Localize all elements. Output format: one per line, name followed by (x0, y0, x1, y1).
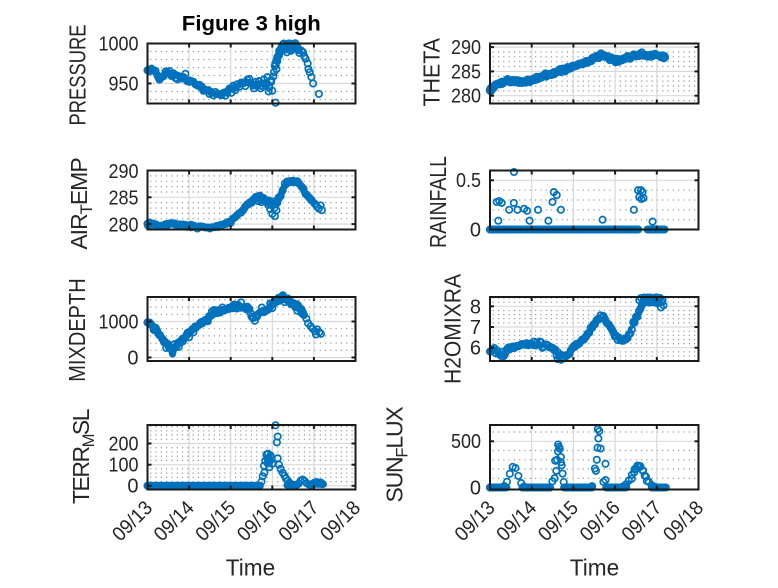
svg-text:200: 200 (109, 433, 139, 455)
svg-text:Time: Time (570, 555, 619, 581)
svg-text:1000: 1000 (99, 33, 139, 55)
svg-text:0: 0 (127, 347, 138, 369)
svg-text:500: 500 (451, 431, 481, 453)
svg-text:950: 950 (109, 73, 139, 95)
svg-text:6: 6 (470, 338, 481, 360)
svg-text:PRESSURE: PRESSURE (65, 25, 91, 126)
svg-text:THETA: THETA (419, 37, 445, 106)
svg-text:Time: Time (226, 555, 275, 581)
svg-text:280: 280 (451, 86, 481, 108)
svg-text:Figure 3 high: Figure 3 high (182, 12, 321, 35)
svg-text:0: 0 (470, 219, 481, 241)
svg-text:1000: 1000 (99, 311, 139, 333)
svg-text:H2OMIXRA: H2OMIXRA (440, 273, 466, 384)
svg-text:TERRM​SL: TERRM​SL (68, 408, 98, 504)
svg-text:0: 0 (470, 477, 481, 499)
svg-text:100: 100 (109, 455, 139, 477)
svg-text:0: 0 (127, 476, 138, 498)
svg-text:290: 290 (451, 37, 481, 59)
svg-text:285: 285 (451, 61, 481, 83)
svg-text:AIRT​EMP: AIRT​EMP (66, 158, 96, 250)
svg-text:RAINFALL: RAINFALL (425, 156, 451, 248)
svg-text:8: 8 (470, 296, 481, 318)
svg-text:0.5: 0.5 (456, 170, 481, 192)
svg-text:MIXDEPTH: MIXDEPTH (64, 278, 90, 382)
svg-text:SUNF​LUX: SUNF​LUX (382, 407, 412, 503)
svg-text:290: 290 (109, 161, 139, 183)
svg-text:7: 7 (470, 317, 481, 339)
svg-text:285: 285 (109, 188, 139, 210)
svg-text:280: 280 (109, 215, 139, 237)
